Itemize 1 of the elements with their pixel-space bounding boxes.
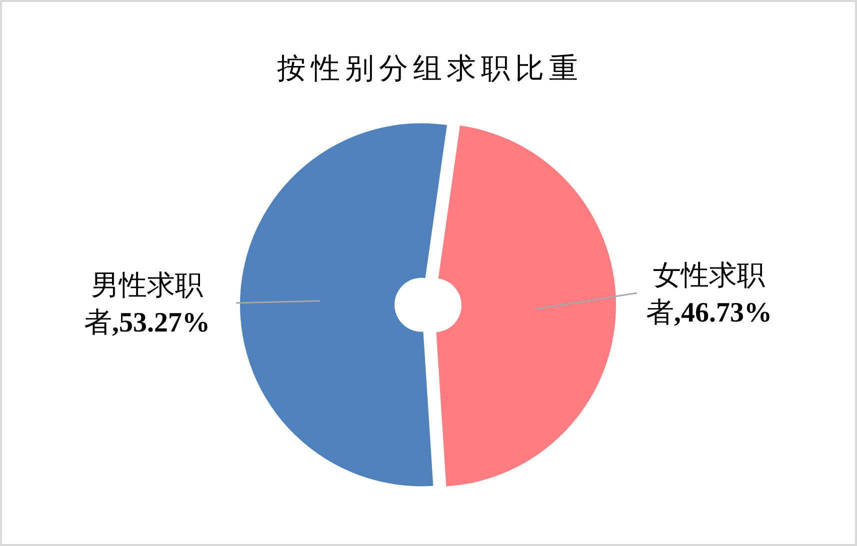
chart-title: 按性别分组求职比重 <box>277 53 583 85</box>
